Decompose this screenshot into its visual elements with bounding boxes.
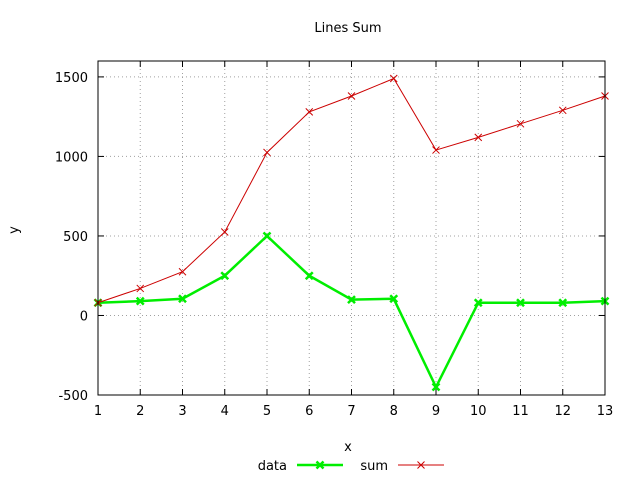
- data-point: [178, 267, 187, 276]
- x-axis-label: x: [344, 440, 352, 455]
- data-point: [347, 92, 356, 100]
- y-tick-label: 1000: [55, 150, 88, 165]
- y-tick-label: 1500: [55, 71, 88, 86]
- data-point: [558, 298, 568, 308]
- series-line-data: [97, 234, 606, 390]
- x-tick-label: 10: [470, 404, 487, 419]
- x-tick-label: 7: [347, 404, 355, 419]
- data-point: [431, 382, 441, 392]
- data-point: [263, 148, 271, 157]
- data-point: [136, 284, 145, 293]
- legend-marker-data: [315, 460, 325, 470]
- legend: data sum: [258, 459, 444, 474]
- y-tick-label: 0: [80, 309, 88, 324]
- data-point: [347, 295, 356, 304]
- data-point: [220, 271, 230, 281]
- legend-label-data: data: [258, 459, 287, 474]
- data-point: [473, 298, 483, 308]
- data-point: [558, 106, 567, 115]
- data-point: [389, 294, 399, 304]
- data-point: [516, 298, 525, 308]
- x-tick-label: 3: [178, 404, 186, 419]
- data-point: [305, 108, 314, 116]
- x-tick-label: 8: [390, 404, 398, 419]
- data-point: [432, 146, 440, 154]
- x-tick-label: 5: [263, 404, 271, 419]
- plot-frame: [97, 60, 606, 396]
- data-point: [389, 74, 398, 83]
- data-point: [178, 294, 187, 304]
- y-tick-label: -500: [58, 389, 88, 404]
- x-tick-label: 2: [136, 404, 144, 419]
- x-tick-label: 4: [221, 404, 229, 419]
- x-tick-label: 11: [512, 404, 529, 419]
- series-layer: [93, 74, 610, 392]
- y-tick-label: 500: [63, 230, 88, 245]
- data-point: [516, 119, 525, 128]
- series-data: [93, 231, 610, 392]
- y-axis-label: y: [7, 226, 22, 234]
- series-sum: [94, 74, 609, 307]
- data-point: [220, 228, 229, 236]
- legend-label-sum: sum: [360, 459, 388, 474]
- x-tick-label: 12: [554, 404, 571, 419]
- x-tick-label: 1: [94, 404, 102, 419]
- grid-lines: [97, 61, 606, 396]
- data-point: [135, 296, 145, 306]
- chart-title: Lines Sum: [314, 21, 381, 36]
- x-tick-label: 9: [432, 404, 440, 419]
- legend-marker-sum: [417, 461, 425, 469]
- x-tick-label: 6: [305, 404, 313, 419]
- x-tick-label: 13: [597, 404, 614, 419]
- data-point: [474, 133, 483, 142]
- data-point: [262, 231, 272, 241]
- data-point: [304, 271, 314, 281]
